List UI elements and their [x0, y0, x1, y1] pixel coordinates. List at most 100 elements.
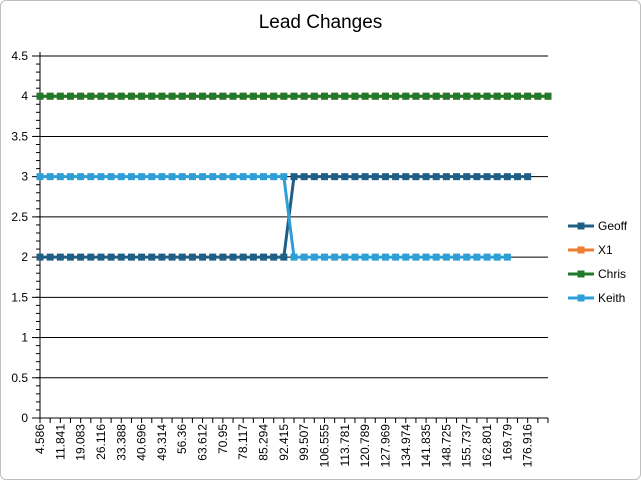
data-point-geoff	[87, 253, 95, 261]
data-point-keith	[422, 253, 430, 261]
x-tick-label: 155.737	[460, 424, 474, 468]
x-tick-label: 33.388	[114, 424, 128, 461]
data-point-chris	[341, 92, 349, 100]
data-point-geoff	[341, 173, 349, 181]
data-point-geoff	[524, 173, 532, 181]
data-point-geoff	[239, 253, 247, 261]
data-point-chris	[310, 92, 318, 100]
data-point-keith	[229, 173, 237, 181]
data-point-geoff	[473, 173, 481, 181]
data-point-geoff	[402, 173, 410, 181]
data-point-chris	[381, 92, 389, 100]
data-point-geoff	[392, 173, 400, 181]
data-point-keith	[107, 173, 115, 181]
data-point-geoff	[514, 173, 522, 181]
legend-swatch-marker	[577, 222, 585, 230]
data-point-geoff	[107, 253, 115, 261]
data-point-geoff	[412, 173, 420, 181]
data-point-chris	[453, 92, 461, 100]
data-point-keith	[117, 173, 125, 181]
y-tick-label: 1.5	[11, 290, 28, 304]
legend-label-geoff: Geoff	[598, 219, 628, 233]
data-point-geoff	[77, 253, 85, 261]
data-point-geoff	[158, 253, 166, 261]
data-point-keith	[127, 173, 135, 181]
data-point-chris	[392, 92, 400, 100]
data-point-geoff	[442, 173, 450, 181]
data-point-geoff	[483, 173, 491, 181]
data-point-keith	[138, 173, 146, 181]
x-tick-label: 141.835	[419, 424, 433, 468]
x-tick-label: 63.612	[196, 424, 210, 461]
data-point-chris	[97, 92, 105, 100]
data-point-chris	[87, 92, 95, 100]
data-point-geoff	[300, 173, 308, 181]
data-point-geoff	[453, 173, 461, 181]
data-point-keith	[320, 253, 328, 261]
data-point-geoff	[219, 253, 227, 261]
data-point-keith	[402, 253, 410, 261]
data-point-geoff	[463, 173, 471, 181]
data-point-keith	[239, 173, 247, 181]
data-point-chris	[463, 92, 471, 100]
data-point-chris	[199, 92, 207, 100]
data-point-chris	[442, 92, 450, 100]
x-tick-label: 56.36	[175, 424, 189, 454]
legend-swatch-marker	[577, 246, 585, 254]
data-point-geoff	[422, 173, 430, 181]
x-tick-label: 148.725	[439, 424, 453, 468]
data-point-geoff	[56, 253, 64, 261]
data-point-keith	[503, 253, 511, 261]
x-tick-label: 92.415	[277, 424, 291, 461]
legend: Geoff X1 Chris Keith	[568, 219, 628, 305]
data-point-keith	[280, 173, 288, 181]
x-tick-label: 11.841	[53, 424, 67, 460]
data-point-chris	[46, 92, 54, 100]
data-point-keith	[371, 253, 379, 261]
data-point-geoff	[46, 253, 54, 261]
x-tick-label: 176.916	[521, 424, 535, 468]
data-point-chris	[331, 92, 339, 100]
data-point-geoff	[320, 173, 328, 181]
data-point-chris	[280, 92, 288, 100]
data-point-geoff	[148, 253, 156, 261]
data-point-keith	[493, 253, 501, 261]
data-point-geoff	[361, 173, 369, 181]
data-point-keith	[381, 253, 389, 261]
x-tick-label: 106.555	[317, 424, 331, 468]
data-point-chris	[148, 92, 156, 100]
x-tick-label: 49.314	[155, 424, 169, 461]
data-point-chris	[351, 92, 359, 100]
data-point-geoff	[331, 173, 339, 181]
gridlines	[40, 55, 548, 379]
series-lines	[36, 92, 552, 261]
data-point-keith	[351, 253, 359, 261]
data-point-keith	[270, 173, 278, 181]
data-point-geoff	[381, 173, 389, 181]
x-tick-label: 169.79	[500, 424, 514, 461]
chart-title: Lead Changes	[258, 12, 383, 33]
x-tick-label: 26.116	[94, 424, 108, 460]
data-point-keith	[97, 173, 105, 181]
data-point-chris	[117, 92, 125, 100]
data-point-keith	[56, 173, 64, 181]
legend-swatch-marker	[577, 294, 585, 302]
data-point-keith	[87, 173, 95, 181]
data-point-geoff	[229, 253, 237, 261]
data-point-keith	[168, 173, 176, 181]
y-tick-label: 2	[21, 250, 28, 264]
data-point-keith	[46, 173, 54, 181]
data-point-chris	[503, 92, 511, 100]
data-point-keith	[300, 253, 308, 261]
y-tick-label: 0	[21, 411, 28, 425]
data-point-chris	[412, 92, 420, 100]
data-point-keith	[199, 173, 207, 181]
data-point-keith	[432, 253, 440, 261]
data-point-chris	[534, 92, 542, 100]
data-point-chris	[260, 92, 268, 100]
data-point-geoff	[249, 253, 257, 261]
data-point-chris	[290, 92, 298, 100]
data-point-chris	[361, 92, 369, 100]
x-tick-label: 4.586	[33, 424, 47, 454]
